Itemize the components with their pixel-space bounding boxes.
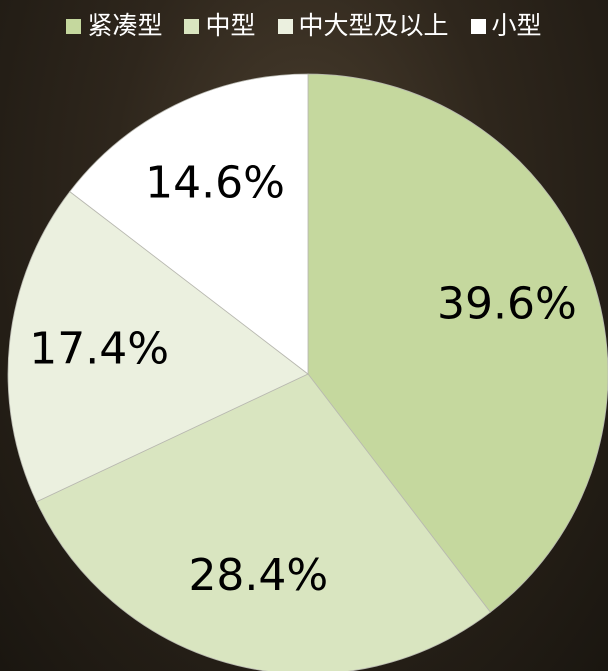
- data-label: 28.4%: [188, 550, 328, 601]
- pie-slice: [307, 73, 608, 613]
- legend-item: 紧凑型: [66, 6, 162, 46]
- data-label: 14.6%: [145, 158, 285, 209]
- legend-item: 中大型及以上: [277, 6, 449, 46]
- legend-label: 紧凑型: [87, 11, 163, 40]
- legend: 紧凑型 中型 中大型及以上 小型: [0, 6, 608, 46]
- legend-label: 中型: [205, 11, 256, 40]
- legend-swatch: [470, 18, 486, 34]
- legend-swatch: [277, 18, 293, 34]
- data-label: 17.4%: [29, 324, 169, 375]
- legend-swatch: [184, 18, 200, 34]
- data-label: 39.6%: [437, 279, 577, 330]
- pie-slice: [69, 73, 309, 375]
- pie-slice: [36, 373, 491, 671]
- legend-item: 中型: [184, 6, 256, 46]
- legend-swatch: [66, 18, 82, 34]
- legend-item: 小型: [470, 6, 542, 46]
- legend-label: 小型: [491, 11, 542, 40]
- legend-label: 中大型及以上: [298, 11, 449, 40]
- pie-slice: [7, 191, 309, 503]
